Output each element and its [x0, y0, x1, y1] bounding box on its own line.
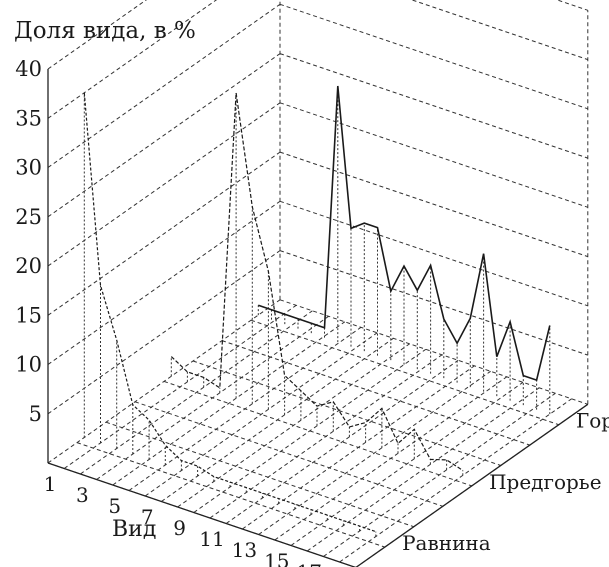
- x-tick-label: 15: [264, 549, 289, 567]
- grid-lines: [47, 0, 589, 567]
- grid-line-floor-species: [76, 442, 385, 548]
- series-line-1: [83, 92, 376, 533]
- x-axis-line: [47, 462, 357, 567]
- grid-line-floor-depth: [290, 381, 524, 546]
- grid-line-floor-depth: [161, 337, 394, 502]
- series-line-3: [258, 85, 551, 382]
- grid-line-left-wall: [47, 0, 218, 119]
- y-tick-label: 40: [15, 57, 42, 81]
- x-axis-title: Вид: [112, 517, 156, 542]
- grid-line-left-wall: [47, 53, 281, 218]
- grid-line-back-wall: [279, 102, 588, 208]
- tick-labels: 5101520253035401357911131517РавнинаПредг…: [15, 57, 609, 567]
- grid-line-floor-depth: [225, 359, 459, 524]
- grid-line-back-wall: [279, 250, 588, 356]
- x-tick-label: 7: [141, 505, 154, 529]
- grid-line-left-wall: [47, 151, 281, 316]
- grid-line-floor-depth: [306, 387, 540, 552]
- series-lines: [83, 85, 551, 537]
- y-tick-label: 20: [15, 254, 42, 278]
- grid-line-left-wall: [47, 200, 281, 365]
- series-line-2: [170, 92, 464, 471]
- x-tick-label: 3: [76, 483, 89, 507]
- grid-line-floor-depth: [128, 326, 362, 491]
- grid-line-floor-species: [279, 299, 588, 405]
- grid-line-floor-species: [105, 421, 414, 528]
- depth-label: Равнина: [402, 531, 491, 555]
- x-tick-label: 11: [199, 527, 224, 551]
- x-tick-label: 13: [232, 538, 257, 562]
- depth-label: Горы: [576, 409, 609, 433]
- grid-line-floor-depth: [274, 376, 508, 541]
- grid-line-back-wall: [410, 0, 588, 61]
- grid-line-back-wall: [279, 53, 588, 159]
- grid-line-floor-depth: [80, 310, 313, 475]
- grid-line-left-wall: [47, 250, 281, 415]
- grid-line-back-wall: [279, 200, 588, 307]
- y-tick-label: 25: [15, 205, 42, 229]
- grid-line-floor-species: [163, 380, 472, 487]
- grid-line-floor-depth: [63, 304, 297, 469]
- x-tick-label: 17: [296, 560, 321, 567]
- grid-line-floor-depth: [96, 315, 329, 480]
- x-tick-label: 5: [108, 494, 121, 518]
- grid-line-back-wall: [555, 0, 588, 11]
- grid-line-floor-species: [134, 401, 443, 507]
- x-tick-label: 9: [173, 516, 186, 540]
- grid-line-floor-depth: [47, 299, 281, 464]
- grid-line-left-wall: [47, 3, 281, 168]
- grid-line-floor-depth: [193, 348, 427, 513]
- x-tick-label: 1: [44, 472, 57, 496]
- grid-line-floor-depth: [242, 365, 475, 530]
- grid-line-floor-depth: [339, 398, 572, 563]
- grid-line-floor-depth: [209, 354, 443, 519]
- depth-axis-line: [355, 403, 589, 567]
- grid-line-back-wall: [279, 151, 588, 258]
- y-tick-label: 15: [15, 303, 42, 327]
- grid-line-floor-species: [192, 360, 501, 466]
- grid-line-back-wall: [279, 3, 588, 110]
- y-tick-label: 5: [29, 402, 42, 426]
- y-tick-label: 30: [15, 156, 42, 180]
- grid-line-floor-species: [221, 340, 530, 446]
- grid-line-floor-depth: [177, 343, 410, 508]
- axes: [47, 69, 589, 567]
- grid-line-floor-depth: [144, 332, 378, 497]
- grid-line-floor-species: [250, 319, 559, 426]
- y-tick-label: 10: [15, 353, 42, 377]
- grid-line-left-wall: [47, 102, 281, 267]
- grid-line-floor-depth: [323, 392, 556, 557]
- y-tick-label: 35: [15, 106, 42, 130]
- grid-line-floor-depth: [112, 321, 346, 486]
- y-axis-title: Доля вида, в %: [14, 18, 196, 44]
- grid-line-floor-depth: [258, 370, 491, 535]
- depth-label: Предгорье: [489, 470, 601, 494]
